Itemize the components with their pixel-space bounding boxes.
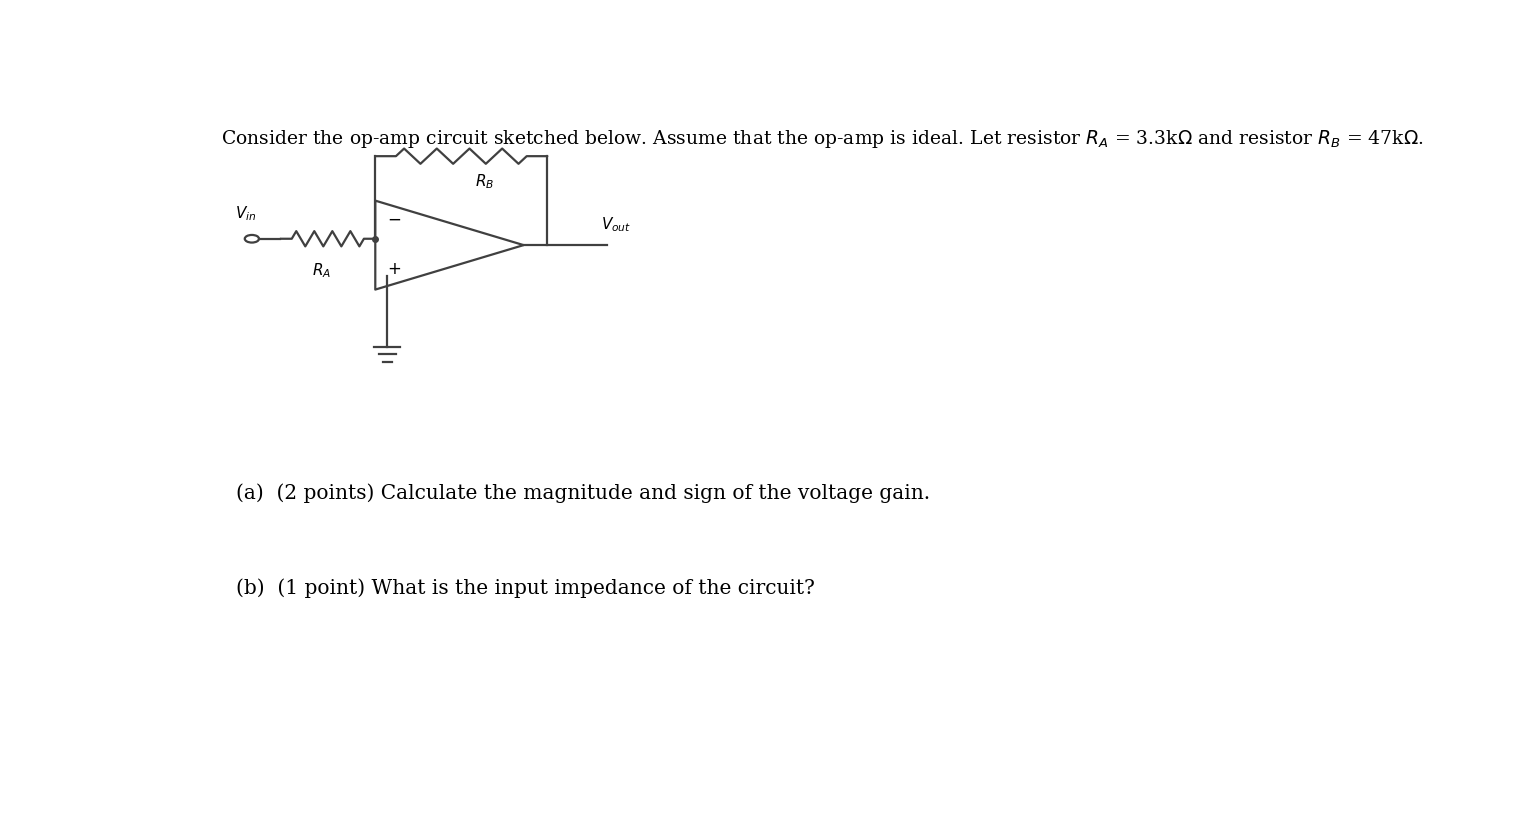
Text: $V_{in}$: $V_{in}$ <box>236 204 257 223</box>
Text: (b)  (1 point) What is the input impedance of the circuit?: (b) (1 point) What is the input impedanc… <box>236 578 816 598</box>
Text: Consider the op-amp circuit sketched below. Assume that the op-amp is ideal. Let: Consider the op-amp circuit sketched bel… <box>220 128 1424 149</box>
Text: $R_B$: $R_B$ <box>476 172 495 191</box>
Text: $+$: $+$ <box>387 261 401 278</box>
Text: (a)  (2 points) Calculate the magnitude and sign of the voltage gain.: (a) (2 points) Calculate the magnitude a… <box>236 483 931 503</box>
Text: $-$: $-$ <box>387 211 401 228</box>
Text: $R_A$: $R_A$ <box>312 261 331 280</box>
Text: $V_{out}$: $V_{out}$ <box>600 215 631 233</box>
